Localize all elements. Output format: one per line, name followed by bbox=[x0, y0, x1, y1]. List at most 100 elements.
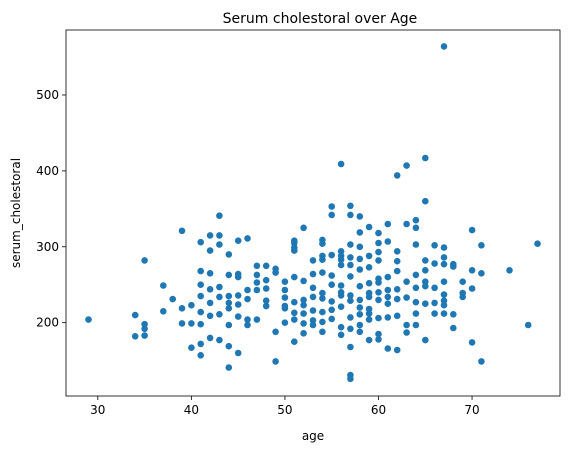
scatter-point bbox=[291, 273, 298, 281]
scatter-point bbox=[375, 257, 382, 264]
scatter-point bbox=[450, 263, 457, 270]
scatter-point bbox=[422, 197, 429, 205]
scatter-point bbox=[206, 247, 214, 254]
scatter-point bbox=[188, 320, 195, 327]
scatter-point bbox=[206, 334, 214, 342]
scatter-point bbox=[356, 311, 364, 318]
x-tick-label: 70 bbox=[464, 403, 479, 417]
scatter-point bbox=[440, 254, 448, 261]
scatter-point bbox=[216, 283, 223, 291]
scatter-point bbox=[244, 235, 251, 242]
scatter-point bbox=[422, 257, 429, 264]
scatter-point bbox=[337, 256, 345, 264]
scatter-point bbox=[300, 224, 307, 232]
scatter-point bbox=[375, 314, 382, 322]
scatter-point bbox=[347, 292, 354, 299]
scatter-point bbox=[141, 320, 148, 328]
scatter-point bbox=[309, 317, 317, 324]
scatter-point bbox=[328, 251, 336, 259]
scatter-point bbox=[141, 257, 148, 264]
scatter-point bbox=[300, 277, 307, 285]
scatter-point bbox=[319, 269, 326, 276]
scatter-point bbox=[403, 278, 410, 286]
scatter-point bbox=[197, 292, 204, 300]
scatter-point bbox=[375, 336, 382, 343]
scatter-point bbox=[262, 285, 270, 292]
scatter-point bbox=[328, 315, 336, 323]
scatter-point bbox=[281, 294, 289, 301]
scatter-point bbox=[440, 291, 448, 298]
scatter-point bbox=[216, 241, 223, 248]
scatter-point bbox=[328, 203, 336, 210]
scatter-point bbox=[412, 321, 420, 329]
scatter-point bbox=[300, 296, 307, 304]
scatter-point bbox=[206, 286, 214, 293]
scatter-point bbox=[244, 295, 251, 303]
scatter-point bbox=[347, 343, 354, 351]
scatter-point bbox=[365, 293, 373, 301]
scatter-point bbox=[375, 279, 382, 286]
scatter-point bbox=[216, 293, 223, 301]
scatter-point bbox=[365, 316, 373, 323]
scatter-point bbox=[375, 248, 382, 256]
scatter-point bbox=[216, 232, 223, 239]
scatter-point bbox=[169, 295, 176, 303]
scatter-point bbox=[356, 304, 364, 311]
scatter-point bbox=[468, 339, 476, 346]
scatter-point bbox=[197, 320, 204, 328]
y-tick-label: 200 bbox=[36, 316, 59, 330]
scatter-point bbox=[412, 271, 420, 279]
scatter-point bbox=[403, 162, 410, 169]
scatter-point bbox=[272, 269, 279, 276]
scatter-point bbox=[384, 314, 392, 321]
scatter-point bbox=[393, 312, 401, 320]
scatter-point bbox=[319, 256, 326, 264]
scatter-point bbox=[291, 298, 298, 306]
y-axis-label: serum_cholestoral bbox=[9, 158, 23, 268]
scatter-point bbox=[337, 292, 345, 299]
scatter-point bbox=[365, 336, 373, 344]
scatter-point bbox=[347, 314, 354, 321]
points-layer bbox=[85, 43, 541, 383]
scatter-point bbox=[225, 271, 233, 279]
scatter-point bbox=[141, 332, 148, 339]
scatter-point bbox=[328, 211, 336, 219]
scatter-point bbox=[337, 331, 345, 339]
scatter-point bbox=[178, 320, 186, 327]
scatter-point bbox=[440, 301, 448, 309]
x-tick-label: 50 bbox=[277, 403, 292, 417]
scatter-point bbox=[422, 300, 429, 308]
scatter-point bbox=[216, 212, 223, 219]
scatter-point bbox=[281, 319, 289, 327]
scatter-point bbox=[356, 282, 364, 290]
scatter-point bbox=[319, 240, 326, 247]
scatter-point bbox=[393, 346, 401, 354]
scatter-point bbox=[178, 305, 186, 312]
scatter-point bbox=[347, 254, 354, 261]
scatter-point bbox=[206, 232, 214, 239]
scatter-point bbox=[450, 324, 457, 332]
scatter-point bbox=[412, 310, 420, 317]
scatter-point bbox=[422, 154, 429, 162]
scatter-point bbox=[197, 340, 204, 348]
scatter-point bbox=[291, 338, 298, 346]
scatter-point bbox=[384, 293, 392, 301]
scatter-point bbox=[347, 375, 354, 383]
scatter-point bbox=[534, 240, 541, 247]
scatter-point bbox=[197, 308, 204, 316]
scatter-point bbox=[319, 308, 326, 316]
scatter-point bbox=[188, 301, 195, 309]
scatter-point bbox=[309, 321, 317, 329]
scatter-point bbox=[225, 251, 233, 258]
scatter-point bbox=[422, 336, 429, 344]
scatter-point bbox=[347, 241, 354, 248]
scatter-point bbox=[347, 273, 354, 280]
scatter-point bbox=[375, 239, 382, 247]
y-tick-label: 500 bbox=[36, 88, 59, 102]
x-tick-label: 30 bbox=[90, 403, 105, 417]
scatter-point bbox=[347, 325, 354, 333]
scatter-point bbox=[225, 321, 233, 329]
scatter-point bbox=[337, 282, 345, 289]
scatter-point bbox=[468, 285, 476, 292]
